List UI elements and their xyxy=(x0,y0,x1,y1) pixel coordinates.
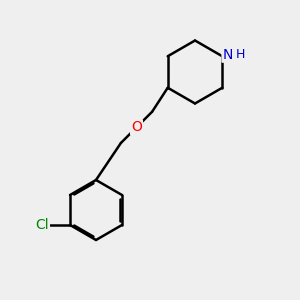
Text: N: N xyxy=(223,48,233,62)
Text: H: H xyxy=(236,48,246,61)
Text: Cl: Cl xyxy=(35,218,49,232)
Text: O: O xyxy=(131,120,142,134)
